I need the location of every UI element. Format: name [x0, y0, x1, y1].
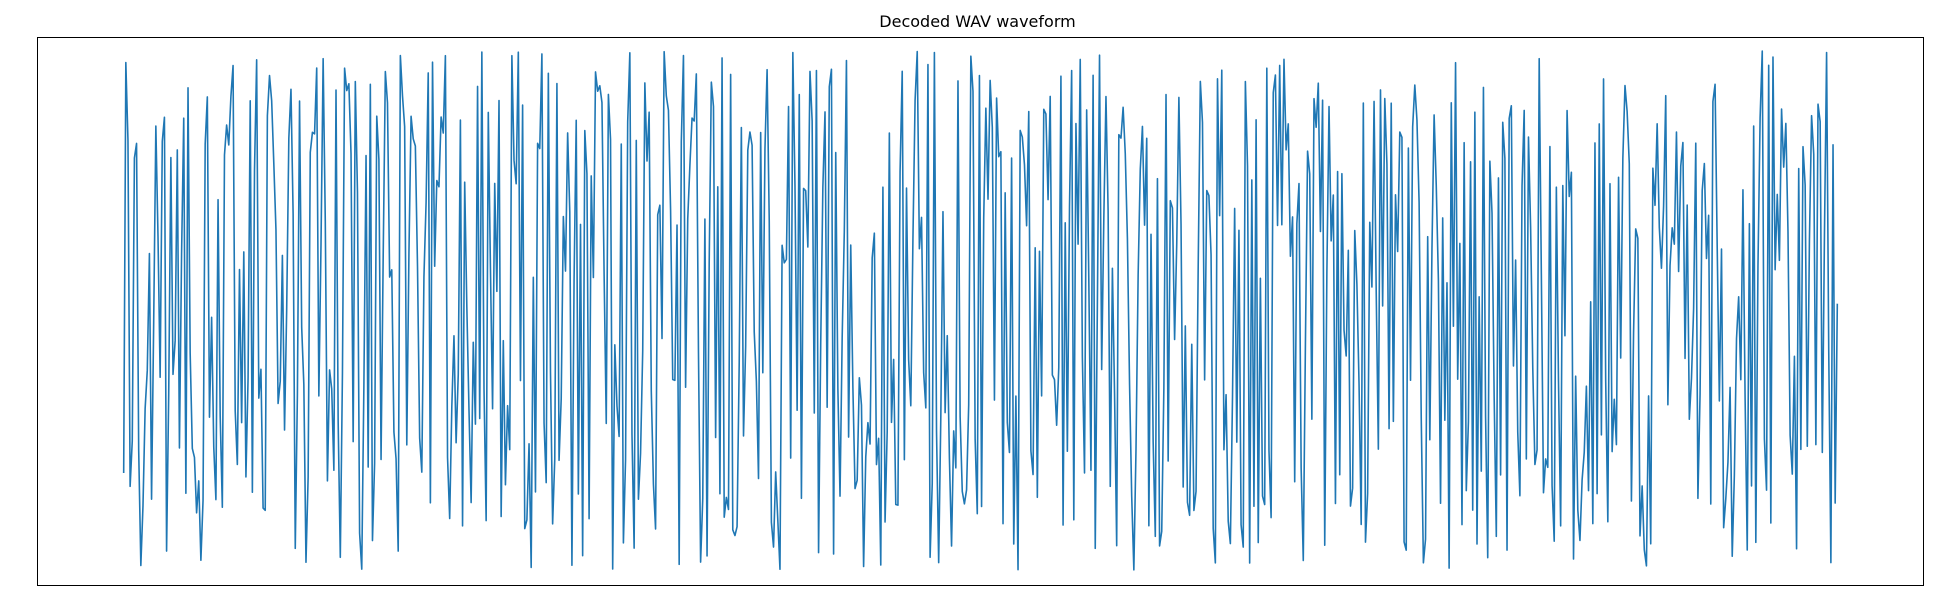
- waveform-line: [122, 50, 1839, 571]
- chart-title: Decoded WAV waveform: [879, 12, 1076, 31]
- plot-frame: [37, 37, 1924, 586]
